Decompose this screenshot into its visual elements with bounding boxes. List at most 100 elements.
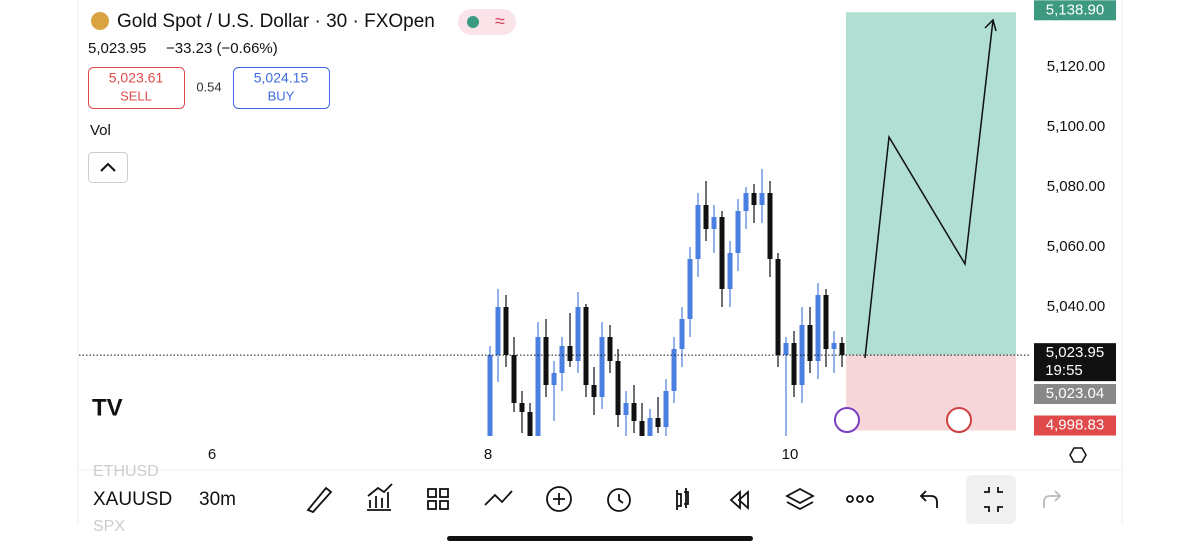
interval[interactable]: 30m: [199, 489, 236, 510]
toolbar-icons: [306, 483, 938, 514]
candle-body: [695, 205, 701, 259]
candle-body: [639, 421, 645, 436]
bid-label: 5,023.04: [1046, 385, 1104, 402]
candle-body: [815, 295, 821, 361]
candle-body: [615, 361, 621, 415]
candle-body: [727, 253, 733, 289]
stop-label: 4,998.83: [1046, 416, 1104, 433]
compare-tool[interactable]: [484, 490, 513, 506]
candle-body: [631, 403, 637, 421]
candle-body: [623, 403, 629, 415]
candle-body: [751, 193, 757, 205]
collapse-icon: [984, 487, 1003, 512]
candle-body: [551, 373, 557, 385]
candle-body: [495, 307, 501, 355]
status-dot: [467, 16, 479, 28]
buy-price: 5,024.15: [254, 70, 309, 86]
collapse-button[interactable]: [88, 152, 128, 183]
bid-badge: [1034, 384, 1116, 404]
buy-label: BUY: [268, 88, 295, 103]
flag-icon[interactable]: [946, 407, 972, 433]
y-tick-label: 5,080.00: [1047, 178, 1105, 195]
candle-body: [735, 211, 741, 253]
sell-label: SELL: [120, 88, 152, 103]
stop-badge: [1034, 415, 1116, 436]
symbol[interactable]: XAUUSD: [93, 489, 172, 510]
candle-body: [807, 325, 813, 361]
candle-body: [511, 355, 517, 403]
last-badge: [1034, 343, 1116, 382]
candle-body: [575, 307, 581, 361]
prev-symbol[interactable]: ETHUSD: [93, 463, 159, 480]
x-tick-label: 8: [484, 446, 492, 463]
x-tick-label: 6: [208, 446, 216, 463]
undo-tool[interactable]: [919, 490, 938, 508]
candle-tool[interactable]: [676, 488, 689, 510]
next-symbol[interactable]: SPX: [93, 518, 125, 535]
last-label: 5,023.95: [1046, 344, 1104, 361]
candle-body: [679, 319, 685, 349]
event-icon[interactable]: [834, 407, 860, 433]
replay-tool[interactable]: [729, 489, 749, 511]
logo: TV: [92, 394, 123, 421]
y-tick-label: 5,120.00: [1047, 58, 1105, 75]
draw-tool[interactable]: [306, 486, 333, 514]
candle-body: [663, 391, 669, 427]
candle-body: [647, 418, 653, 436]
status-pill[interactable]: [458, 9, 516, 35]
stop-zone: [846, 355, 1016, 431]
home-indicator: [447, 536, 753, 541]
candle-body: [535, 337, 541, 436]
candle-body: [831, 343, 837, 349]
symbol-icon: [91, 12, 109, 30]
candle-body: [823, 295, 829, 349]
candle-body: [559, 346, 565, 373]
candle-body: [687, 259, 693, 319]
candle-body: [759, 193, 765, 205]
redo-tool[interactable]: [1043, 490, 1062, 508]
x-tick-label: 10: [782, 446, 799, 463]
candle-body: [567, 346, 573, 361]
candle-body: [711, 217, 717, 229]
layers-tool[interactable]: [785, 487, 815, 511]
indicators-tool[interactable]: [367, 483, 393, 511]
candle-body: [775, 259, 781, 355]
candle-body: [719, 217, 725, 289]
status-icon: ≈: [495, 11, 505, 31]
indicator-label: Vol: [90, 122, 111, 139]
target-badge: [1034, 0, 1116, 21]
alert-tool[interactable]: [607, 488, 631, 512]
layout-tool[interactable]: [427, 488, 437, 498]
candle-body: [591, 385, 597, 397]
candle-body: [527, 412, 533, 436]
y-tick-label: 5,100.00: [1047, 118, 1105, 135]
y-tick-label: 5,040.00: [1047, 298, 1105, 315]
candle-body: [503, 307, 509, 355]
settings-icon[interactable]: [1069, 447, 1087, 463]
projection-line: [864, 18, 997, 359]
add-tool[interactable]: [546, 486, 572, 512]
candle-body: [543, 337, 549, 385]
buy-button[interactable]: [233, 67, 330, 109]
candle-body: [743, 193, 749, 211]
fullscreen-button[interactable]: [966, 475, 1016, 524]
candle-body: [671, 349, 677, 391]
quote: 5,023.95: [88, 40, 146, 57]
candle-body: [703, 205, 709, 229]
candle-body: [607, 337, 613, 361]
countdown: 19:55: [1045, 362, 1083, 379]
candle-body: [487, 355, 493, 436]
candle-body: [799, 325, 805, 385]
candle-body: [599, 337, 605, 397]
chevron-icon: [100, 162, 116, 172]
candle-body: [783, 343, 789, 355]
sell-button[interactable]: [88, 67, 185, 109]
y-tick-label: 5,060.00: [1047, 238, 1105, 255]
candle-body: [839, 343, 845, 356]
candle-body: [791, 343, 797, 385]
target-label: 5,138.90: [1046, 1, 1104, 18]
spread: 0.54: [196, 79, 221, 94]
sell-price: 5,023.61: [109, 70, 164, 86]
more-tool[interactable]: [846, 495, 854, 503]
candle-body: [583, 307, 589, 385]
